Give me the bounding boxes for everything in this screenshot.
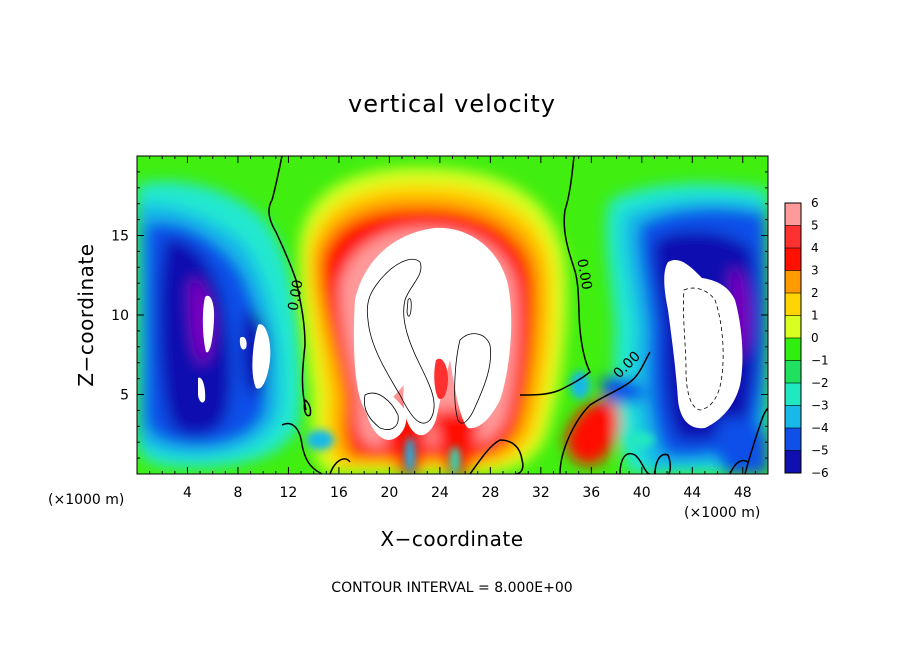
x-axis-label: X−coordinate	[380, 527, 523, 551]
x-tick-label: 8	[233, 485, 242, 501]
contour-label-2: 0.00	[573, 258, 594, 291]
contour-b1	[329, 458, 351, 474]
colorbar-label: 3	[811, 264, 819, 278]
contour-interval-note: CONTOUR INTERVAL = 8.000E+00	[331, 580, 572, 596]
contour-b7	[729, 459, 749, 474]
x-tick-label: 24	[431, 485, 449, 501]
chart-title: vertical velocity	[348, 90, 556, 118]
y-axis-label: Z−coordinate	[74, 243, 98, 386]
y-tick-label: 10	[111, 308, 129, 324]
x-tick-label: 16	[330, 485, 348, 501]
colorbar-swatch	[785, 405, 801, 428]
y-axis: 5 10 15	[111, 171, 768, 459]
x-axis: 4 8 12 16 20 24 28 32 36 40 44 48	[149, 156, 756, 501]
colorbar-swatch	[785, 225, 801, 248]
colorbar-label: 6	[811, 196, 819, 210]
contour-dashed-right	[683, 287, 724, 411]
contour-b5	[654, 453, 672, 474]
x-tick-label: 44	[683, 485, 701, 501]
colorbar-swatch	[785, 203, 801, 226]
x-tick-label: 32	[532, 485, 550, 501]
y-tick-label: 5	[120, 388, 129, 404]
colorbar-swatch	[785, 270, 801, 293]
colorbar-label: −6	[811, 466, 829, 480]
colorbar-label: −3	[811, 399, 829, 413]
noise-patches	[306, 371, 654, 474]
contour-core-1	[366, 258, 435, 424]
x-tick-label: 48	[734, 485, 752, 501]
colorbar-label: 4	[811, 241, 819, 255]
colorbar: 6 5 4 3 2 1 0 −1 −2 −3 −4 −5 −6	[784, 196, 829, 480]
x-units-left: (×1000 m)	[48, 492, 124, 508]
x-tick-label: 36	[582, 485, 600, 501]
contour-b2	[469, 439, 524, 474]
colorbar-label: −2	[811, 376, 829, 390]
colorbar-label: 0	[811, 331, 819, 345]
x-tick-label: 12	[280, 485, 298, 501]
colorbar-label: 2	[811, 286, 819, 300]
colorbar-swatch	[785, 315, 801, 338]
colorbar-label: 5	[811, 219, 819, 233]
x-tick-label: 40	[633, 485, 651, 501]
colorbar-label: −5	[811, 444, 829, 458]
contour-core-2	[454, 333, 492, 424]
colorbar-swatch	[785, 450, 801, 473]
left-white-spots	[198, 295, 271, 403]
colorbar-label: 1	[811, 309, 819, 323]
contour-left	[268, 156, 307, 411]
colorbar-swatch	[785, 383, 801, 406]
contour-small-left	[303, 398, 312, 417]
contour-core-4	[406, 298, 412, 317]
colorbar-swatch	[785, 428, 801, 451]
colorbar-swatch	[785, 338, 801, 361]
negative-contours	[683, 287, 724, 411]
contour-b3	[559, 351, 651, 474]
central-white-core	[353, 227, 512, 440]
contour-core-3	[363, 392, 399, 430]
colorbar-label: −4	[811, 421, 829, 435]
contour-bottom-left	[281, 422, 323, 474]
y-tick-label: 15	[111, 229, 129, 245]
colorbar-swatch	[785, 248, 801, 271]
x-tick-label: 28	[481, 485, 499, 501]
contour-right-center	[519, 156, 591, 396]
colorbar-swatch	[785, 293, 801, 316]
x-units-right: (×1000 m)	[684, 505, 760, 521]
contour-label-1: 0.00	[285, 279, 306, 312]
heatmap-field: 0.00 0.00 0.00	[137, 156, 768, 474]
x-tick-label: 20	[380, 485, 398, 501]
colorbar-label: −1	[811, 354, 829, 368]
positive-contours	[363, 258, 492, 430]
x-tick-label: 4	[183, 485, 192, 501]
contour-b4	[619, 453, 651, 474]
colorbar-swatch	[785, 360, 801, 383]
